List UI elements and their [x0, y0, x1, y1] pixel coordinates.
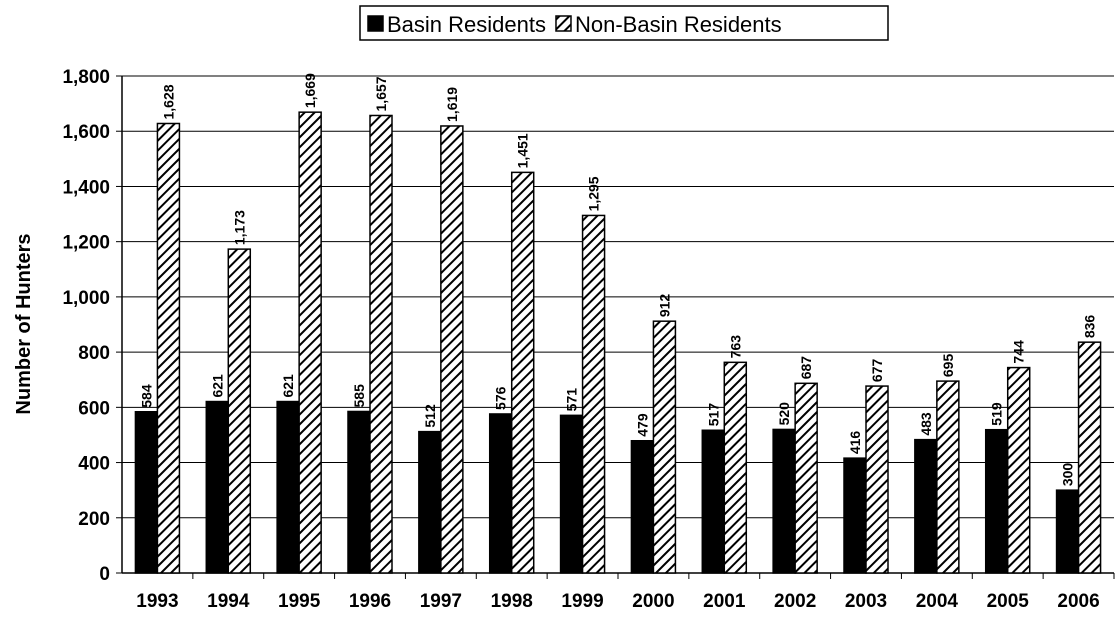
- y-axis-label: Number of Hunters: [13, 233, 35, 414]
- value-label: 483: [918, 412, 934, 436]
- value-label: 763: [727, 335, 743, 359]
- y-tick-label: 400: [78, 454, 110, 475]
- bar: [772, 428, 796, 574]
- value-label: 912: [656, 294, 672, 318]
- legend-label: Basin Residents: [387, 12, 546, 37]
- value-label: 571: [564, 388, 580, 412]
- value-label: 744: [1011, 340, 1027, 364]
- value-label: 300: [1060, 463, 1076, 487]
- value-label: 695: [940, 354, 956, 378]
- bar: [1006, 366, 1031, 574]
- value-label: 520: [776, 402, 792, 426]
- bar: [347, 410, 371, 574]
- bar: [488, 413, 513, 574]
- legend-swatch: [367, 15, 384, 32]
- bar: [630, 439, 655, 574]
- value-label: 1,451: [515, 133, 531, 168]
- value-label: 517: [705, 403, 721, 427]
- bar: [581, 214, 606, 574]
- value-label: 677: [869, 359, 885, 383]
- value-label: 1,657: [373, 76, 389, 111]
- value-label: 585: [351, 384, 367, 408]
- value-label: 479: [634, 413, 650, 437]
- y-tick-label: 1,400: [62, 177, 110, 198]
- y-tick-label: 200: [78, 509, 110, 530]
- bar: [369, 114, 393, 574]
- value-label: 576: [493, 386, 509, 410]
- x-tick-label: 2002: [774, 591, 816, 612]
- value-label: 1,628: [160, 84, 176, 119]
- x-tick-label: 1995: [278, 591, 321, 612]
- bar: [701, 429, 726, 574]
- legend-box: [359, 5, 889, 41]
- bar: [652, 320, 677, 574]
- x-tick-label: 2005: [987, 591, 1030, 612]
- bar: [865, 385, 889, 574]
- value-label: 621: [209, 374, 225, 398]
- bar: [134, 411, 159, 574]
- x-tick-label: 2004: [916, 591, 959, 612]
- x-tick-label: 1994: [207, 591, 250, 612]
- bar: [1055, 489, 1080, 574]
- y-tick-label: 1,000: [62, 288, 110, 309]
- bar: [559, 414, 584, 574]
- bar: [418, 430, 442, 574]
- x-tick-label: 2000: [632, 591, 674, 612]
- bar: [298, 111, 322, 574]
- y-tick-label: 0: [99, 564, 110, 585]
- value-label: 1,619: [444, 87, 460, 122]
- value-label: 416: [847, 431, 863, 455]
- legend-label: Non-Basin Residents: [575, 12, 782, 37]
- x-tick-label: 2001: [703, 591, 746, 612]
- y-tick-label: 1,800: [62, 67, 110, 88]
- bar: [440, 125, 464, 574]
- bar: [843, 457, 867, 574]
- value-label: 687: [798, 356, 814, 380]
- value-label: 1,173: [231, 210, 247, 245]
- value-label: 1,295: [586, 176, 602, 211]
- x-tick-label: 1999: [561, 591, 603, 612]
- bar: [723, 361, 748, 574]
- bar: [205, 400, 230, 574]
- bar: [936, 380, 960, 574]
- x-tick-label: 1997: [420, 591, 462, 612]
- x-tick-label: 2006: [1057, 591, 1099, 612]
- bar: [156, 122, 181, 574]
- x-tick-label: 2003: [845, 591, 887, 612]
- x-tick-label: 1996: [349, 591, 391, 612]
- value-label: 1,669: [302, 73, 318, 108]
- value-label: 621: [280, 374, 296, 398]
- bar: [510, 171, 535, 574]
- value-label: 519: [989, 402, 1005, 426]
- y-tick-label: 800: [78, 343, 110, 364]
- y-tick-label: 600: [78, 398, 110, 419]
- x-tick-label: 1993: [136, 591, 178, 612]
- value-label: 836: [1082, 315, 1098, 339]
- bar: [1077, 341, 1102, 574]
- value-label: 584: [138, 384, 154, 408]
- bar: [227, 248, 252, 574]
- legend-swatch: [555, 15, 572, 32]
- value-label: 512: [422, 404, 438, 428]
- y-tick-label: 1,200: [62, 233, 110, 254]
- x-tick-label: 1998: [491, 591, 533, 612]
- bar: [794, 382, 818, 574]
- bar: [914, 438, 938, 574]
- bar: [276, 400, 300, 574]
- bar: [984, 428, 1009, 574]
- y-tick-label: 1,600: [62, 122, 110, 143]
